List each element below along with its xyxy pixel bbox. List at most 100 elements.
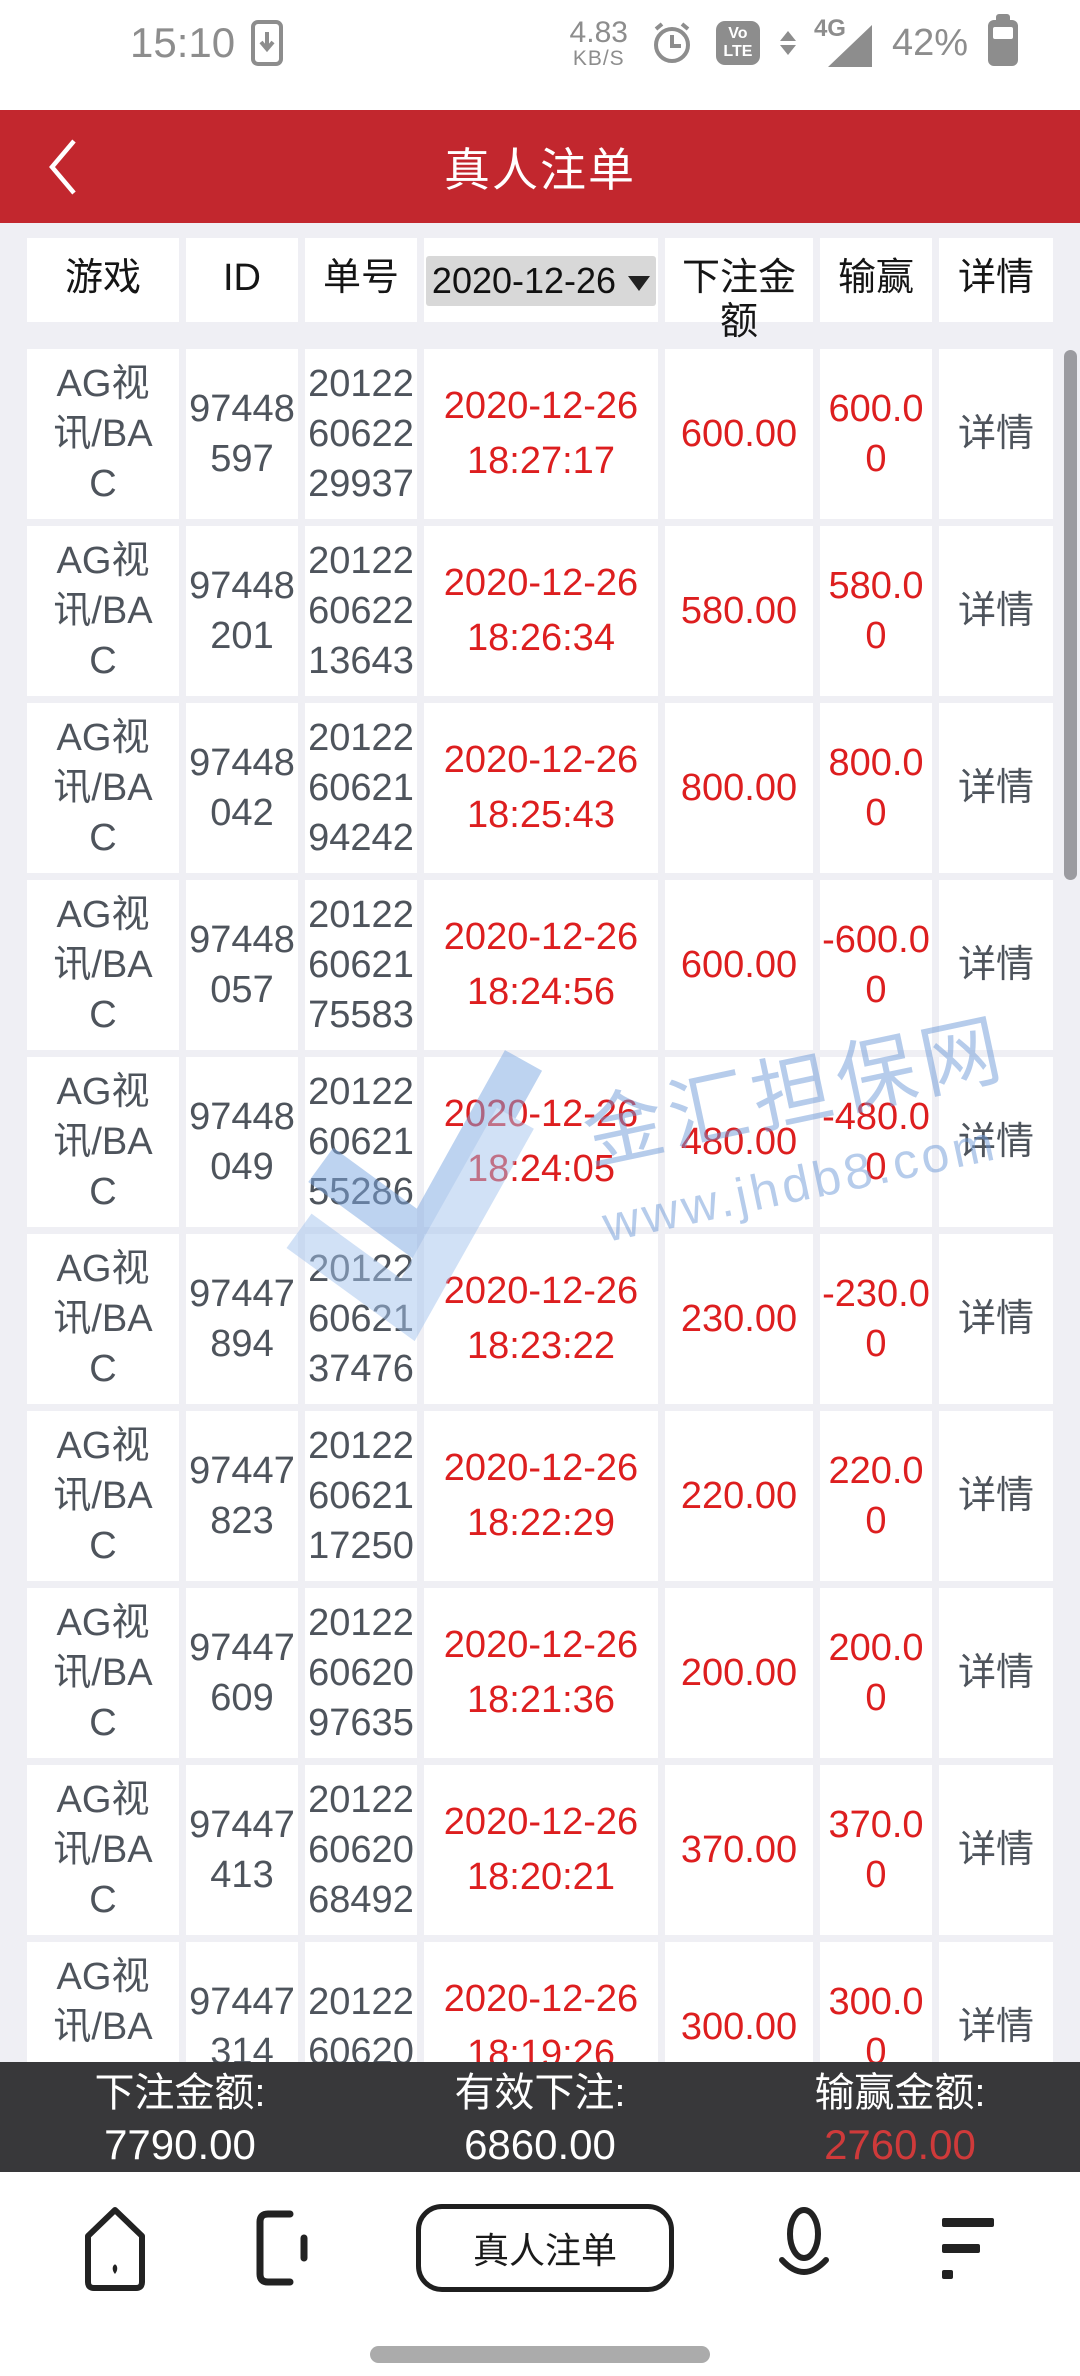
summary-valid-value: 6860.00	[464, 2121, 616, 2168]
cell-order-number: 201226062068492	[305, 1765, 417, 1935]
summary-bet-total: 下注金额: 7790.00	[0, 2062, 360, 2172]
cell-bet-amount: 480.00	[665, 1057, 813, 1227]
column-header-order: 单号	[305, 238, 417, 322]
summary-winloss-total: 输赢金额: 2760.00	[720, 2062, 1080, 2172]
bet-table: 游戏 ID 单号 2020-12-26 下注金额 输赢 详情 AG视讯/BAC …	[0, 223, 1080, 2172]
table-header-row: 游戏 ID 单号 2020-12-26 下注金额 输赢 详情	[27, 238, 1053, 343]
cell-win-loss: -600.00	[820, 880, 932, 1050]
cell-win-loss: 200.00	[820, 1588, 932, 1758]
cell-bet-time: 2020-12-26 18:26:34	[424, 526, 658, 696]
cell-bet-time: 2020-12-26 18:24:56	[424, 880, 658, 1050]
volte-icon: Vo LTE	[715, 21, 760, 65]
screen-cast-download-icon	[251, 20, 284, 66]
detail-link[interactable]: 详情	[939, 526, 1053, 696]
cell-game: AG视讯/BAC	[27, 1588, 179, 1758]
cell-order-number: 201226062155286	[305, 1057, 417, 1227]
detail-link[interactable]: 详情	[939, 1234, 1053, 1404]
cell-id: 97448049	[186, 1057, 298, 1227]
cell-bet-amount: 370.00	[665, 1765, 813, 1935]
detail-link[interactable]: 详情	[939, 1588, 1053, 1758]
detail-link[interactable]: 详情	[939, 1411, 1053, 1581]
data-transfer-arrows-icon	[779, 31, 796, 55]
cell-bet-time: 2020-12-26 18:23:22	[424, 1234, 658, 1404]
cell-game: AG视讯/BAC	[27, 1765, 179, 1935]
chevron-down-icon	[628, 275, 651, 291]
detail-link[interactable]: 详情	[939, 703, 1053, 873]
cell-game: AG视讯/BAC	[27, 526, 179, 696]
table-row: AG视讯/BAC 97448201 201226062213643 2020-1…	[27, 526, 1053, 696]
table-row: AG视讯/BAC 97447894 201226062137476 2020-1…	[27, 1234, 1053, 1404]
detail-link[interactable]: 详情	[939, 349, 1053, 519]
scrollbar-thumb[interactable]	[1064, 350, 1077, 880]
cell-id: 97448201	[186, 526, 298, 696]
detail-link[interactable]: 详情	[939, 1057, 1053, 1227]
network-speed: 4.83 KB/S	[569, 15, 628, 70]
cell-id: 97447894	[186, 1234, 298, 1404]
back-button[interactable]	[40, 110, 130, 223]
column-header-id: ID	[186, 238, 298, 322]
cell-id: 97447413	[186, 1765, 298, 1935]
cell-order-number: 201226062117250	[305, 1411, 417, 1581]
cell-id: 97447823	[186, 1411, 298, 1581]
summary-bar: 下注金额: 7790.00 有效下注: 6860.00 输赢金额: 2760.0…	[0, 2062, 1080, 2172]
home-indicator-bar[interactable]	[370, 2346, 710, 2363]
cell-game: AG视讯/BAC	[27, 349, 179, 519]
table-row: AG视讯/BAC 97447413 201226062068492 2020-1…	[27, 1765, 1053, 1935]
cell-win-loss: -230.00	[820, 1234, 932, 1404]
page-title: 真人注单	[444, 143, 636, 196]
cell-id: 97447609	[186, 1588, 298, 1758]
cell-bet-amount: 200.00	[665, 1588, 813, 1758]
cell-win-loss: 370.00	[820, 1765, 932, 1935]
cell-order-number: 201226062194242	[305, 703, 417, 873]
column-header-date: 2020-12-26	[424, 238, 658, 322]
real-bet-orders-button[interactable]: 真人注单	[416, 2204, 674, 2292]
cell-order-number: 201226062175583	[305, 880, 417, 1050]
cell-id: 97448597	[186, 349, 298, 519]
microphone-button[interactable]	[774, 2202, 834, 2294]
summary-winloss-value: 2760.00	[824, 2121, 976, 2168]
date-filter-select[interactable]: 2020-12-26	[426, 256, 656, 306]
summary-winloss-label: 输赢金额:	[814, 2071, 986, 2115]
detail-link[interactable]: 详情	[939, 1765, 1053, 1935]
detail-link[interactable]: 详情	[939, 880, 1053, 1050]
cell-win-loss: 580.00	[820, 526, 932, 696]
cell-bet-amount: 800.00	[665, 703, 813, 873]
table-row: AG视讯/BAC 97447823 201226062117250 2020-1…	[27, 1411, 1053, 1581]
cell-bet-time: 2020-12-26 18:25:43	[424, 703, 658, 873]
status-bar: 15:10 4.83 KB/S Vo LTE	[0, 0, 1080, 110]
cell-bet-amount: 580.00	[665, 526, 813, 696]
table-row: AG视讯/BAC 97448597 201226062229937 2020-1…	[27, 349, 1053, 519]
cell-bet-time: 2020-12-26 18:24:05	[424, 1057, 658, 1227]
menu-lines-button[interactable]	[934, 2204, 1000, 2292]
cell-win-loss: -480.00	[820, 1057, 932, 1227]
home-button[interactable]	[80, 2202, 150, 2294]
bottom-nav: 真人注单	[0, 2172, 1080, 2376]
cell-bet-amount: 220.00	[665, 1411, 813, 1581]
summary-valid-total: 有效下注: 6860.00	[360, 2062, 720, 2172]
column-header-bet: 下注金额	[665, 238, 813, 343]
summary-valid-label: 有效下注:	[454, 2071, 626, 2115]
battery-percent: 42%	[891, 21, 968, 64]
table-row: AG视讯/BAC 97447609 201226062097635 2020-1…	[27, 1588, 1053, 1758]
table-row: AG视讯/BAC 97447314 2012260620 2020-12-26 …	[27, 1942, 1053, 2112]
battery-icon	[988, 14, 1018, 66]
summary-bet-value: 7790.00	[104, 2121, 256, 2168]
alarm-clock-icon	[648, 19, 696, 67]
clock-time: 15:10	[130, 19, 236, 66]
cell-bet-time: 2020-12-26 18:27:17	[424, 349, 658, 519]
table-row: AG视讯/BAC 97448057 201226062175583 2020-1…	[27, 880, 1053, 1050]
summary-bet-label: 下注金额:	[94, 2071, 266, 2115]
recents-button[interactable]	[250, 2204, 316, 2292]
cell-id: 97448042	[186, 703, 298, 873]
cell-bet-time: 2020-12-26 18:20:21	[424, 1765, 658, 1935]
table-row: AG视讯/BAC 97448049 201226062155286 2020-1…	[27, 1057, 1053, 1227]
signal-4g-icon: 4G	[814, 15, 872, 67]
cell-order-number: 201226062213643	[305, 526, 417, 696]
cell-game: AG视讯/BAC	[27, 1057, 179, 1227]
column-header-detail: 详情	[939, 238, 1053, 322]
cell-bet-time: 2020-12-26 18:21:36	[424, 1588, 658, 1758]
column-header-win: 输赢	[820, 238, 932, 322]
cell-order-number: 201226062097635	[305, 1588, 417, 1758]
cell-win-loss: 600.00	[820, 349, 932, 519]
